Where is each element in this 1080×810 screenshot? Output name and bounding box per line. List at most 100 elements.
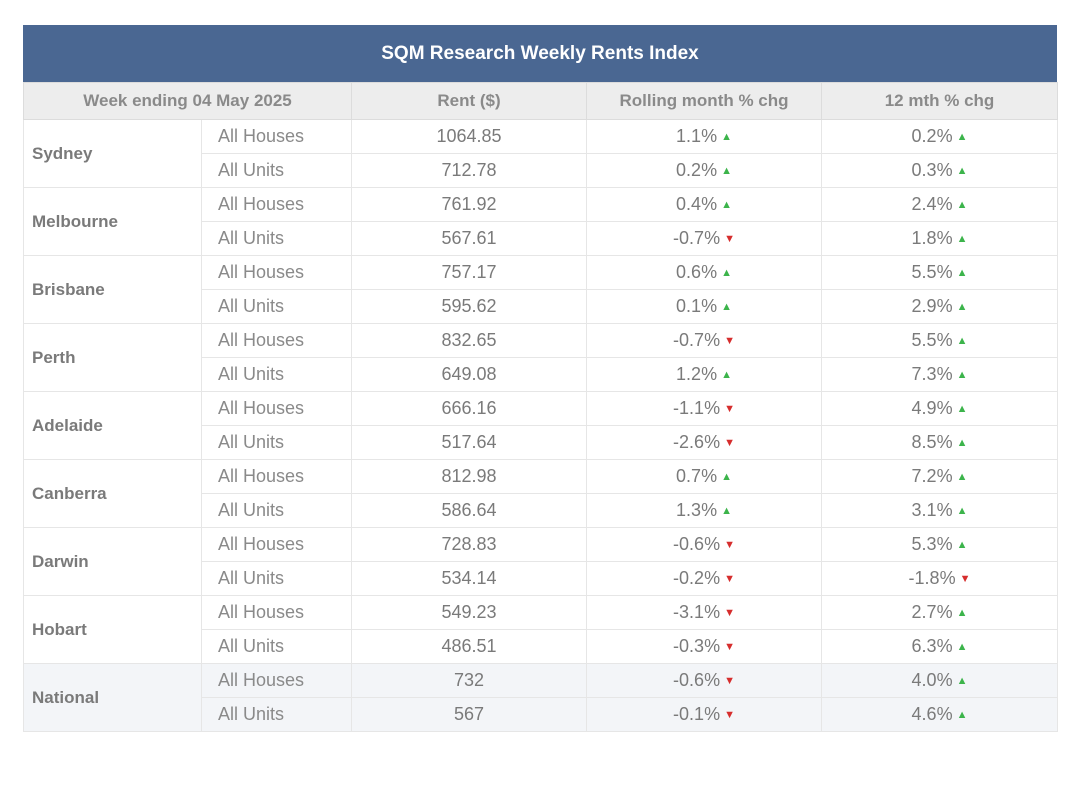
table-row: All Units 517.64 -2.6% ▼ 8.5% ▲ bbox=[24, 425, 1059, 460]
twelve-month-change-value: 3.1% bbox=[911, 500, 953, 520]
rolling-change-value: 0.7% bbox=[676, 466, 718, 486]
arrow-down-icon: ▼ bbox=[724, 437, 735, 449]
table-row: All Units 586.64 1.3% ▲ 3.1% ▲ bbox=[24, 493, 1059, 528]
rent-value: 832.65 bbox=[351, 323, 588, 358]
twelve-month-change-value: 6.3% bbox=[911, 636, 953, 656]
table-row: All Units 567.61 -0.7% ▼ 1.8% ▲ bbox=[24, 221, 1059, 256]
rolling-change-value: 1.3% bbox=[676, 500, 718, 520]
rolling-change-value: 0.2% bbox=[676, 160, 718, 180]
rolling-change-cell: 0.6% ▲ bbox=[586, 255, 823, 290]
arrow-up-icon: ▲ bbox=[721, 471, 732, 483]
arrow-up-icon: ▲ bbox=[956, 165, 968, 177]
twelve-month-change-cell: 1.8% ▲ bbox=[821, 221, 1059, 256]
table-row: All Units 486.51 -0.3% ▼ 6.3% ▲ bbox=[24, 629, 1059, 664]
twelve-month-change-cell: 2.7% ▲ bbox=[821, 595, 1059, 630]
arrow-up-icon: ▲ bbox=[956, 369, 968, 381]
twelve-month-change-value: 4.9% bbox=[911, 398, 953, 418]
city-name: Adelaide bbox=[23, 391, 202, 460]
rolling-change-value: 1.1% bbox=[676, 126, 718, 146]
table-row: All Units 712.78 0.2% ▲ 0.3% ▲ bbox=[24, 153, 1059, 188]
twelve-month-change-value: 2.4% bbox=[911, 194, 953, 214]
property-type: All Houses bbox=[200, 391, 353, 426]
arrow-up-icon: ▲ bbox=[721, 369, 732, 381]
header-week: Week ending 04 May 2025 bbox=[22, 82, 353, 120]
table-row: Sydney All Houses 1064.85 1.1% ▲ 0.2% ▲ bbox=[23, 119, 1059, 188]
rolling-change-cell: 1.3% ▲ bbox=[586, 493, 823, 528]
rent-value: 649.08 bbox=[351, 357, 588, 392]
rolling-change-cell: 0.2% ▲ bbox=[586, 153, 823, 188]
twelve-month-change-value: 2.9% bbox=[911, 296, 953, 316]
rolling-change-cell: 0.1% ▲ bbox=[586, 289, 823, 324]
twelve-month-change-value: 5.5% bbox=[911, 330, 953, 350]
rolling-change-value: -3.1% bbox=[673, 602, 721, 622]
rent-value: 586.64 bbox=[351, 493, 588, 528]
arrow-up-icon: ▲ bbox=[956, 505, 968, 517]
arrow-up-icon: ▲ bbox=[721, 199, 732, 211]
property-type: All Units bbox=[200, 221, 353, 256]
arrow-up-icon: ▲ bbox=[956, 131, 968, 143]
arrow-up-icon: ▲ bbox=[956, 199, 968, 211]
twelve-month-change-cell: 4.9% ▲ bbox=[821, 391, 1059, 426]
arrow-down-icon: ▼ bbox=[724, 573, 735, 585]
rolling-change-value: -0.6% bbox=[673, 670, 721, 690]
rolling-change-value: -0.7% bbox=[673, 228, 721, 248]
rent-value: 757.17 bbox=[351, 255, 588, 290]
header-row: Week ending 04 May 2025 Rent ($) Rolling… bbox=[22, 82, 1059, 120]
arrow-up-icon: ▲ bbox=[721, 301, 732, 313]
arrow-down-icon: ▼ bbox=[959, 573, 971, 585]
rolling-change-cell: 1.1% ▲ bbox=[586, 119, 823, 154]
table-row: Perth All Houses 832.65 -0.7% ▼ 5.5% ▲ bbox=[23, 323, 1059, 392]
property-type: All Units bbox=[200, 153, 353, 188]
property-type: All Houses bbox=[200, 527, 353, 562]
table-row: Darwin All Houses 728.83 -0.6% ▼ 5.3% ▲ bbox=[23, 527, 1059, 596]
rolling-change-cell: -0.1% ▼ bbox=[586, 697, 823, 732]
twelve-month-change-value: 5.5% bbox=[911, 262, 953, 282]
twelve-month-change-cell: 7.2% ▲ bbox=[821, 459, 1059, 494]
arrow-up-icon: ▲ bbox=[956, 403, 968, 415]
rent-value: 1064.85 bbox=[351, 119, 588, 154]
arrow-up-icon: ▲ bbox=[721, 131, 732, 143]
arrow-up-icon: ▲ bbox=[956, 539, 968, 551]
arrow-up-icon: ▲ bbox=[956, 437, 968, 449]
rolling-change-cell: -0.2% ▼ bbox=[586, 561, 823, 596]
twelve-month-change-cell: 0.3% ▲ bbox=[821, 153, 1059, 188]
rolling-change-value: 0.4% bbox=[676, 194, 718, 214]
rolling-change-value: 0.6% bbox=[676, 262, 718, 282]
rolling-change-cell: -0.6% ▼ bbox=[586, 663, 823, 698]
arrow-down-icon: ▼ bbox=[724, 709, 735, 721]
rent-value: 595.62 bbox=[351, 289, 588, 324]
arrow-up-icon: ▲ bbox=[721, 267, 732, 279]
rolling-change-cell: -3.1% ▼ bbox=[586, 595, 823, 630]
city-name: Perth bbox=[23, 323, 202, 392]
twelve-month-change-cell: 5.3% ▲ bbox=[821, 527, 1059, 562]
rent-value: 728.83 bbox=[351, 527, 588, 562]
rolling-change-cell: 0.7% ▲ bbox=[586, 459, 823, 494]
rolling-change-cell: -0.3% ▼ bbox=[586, 629, 823, 664]
twelve-month-change-cell: 6.3% ▲ bbox=[821, 629, 1059, 664]
rent-value: 549.23 bbox=[351, 595, 588, 630]
rolling-change-value: -0.2% bbox=[673, 568, 721, 588]
table-body: Sydney All Houses 1064.85 1.1% ▲ 0.2% ▲ All Uni… bbox=[23, 119, 1059, 732]
rolling-change-cell: -2.6% ▼ bbox=[586, 425, 823, 460]
rolling-change-value: -0.7% bbox=[673, 330, 721, 350]
twelve-month-change-value: 4.0% bbox=[911, 670, 953, 690]
table-row: All Units 567 -0.1% ▼ 4.6% ▲ bbox=[24, 697, 1059, 732]
rolling-change-value: 1.2% bbox=[676, 364, 718, 384]
property-type: All Houses bbox=[200, 323, 353, 358]
city-name: Brisbane bbox=[23, 255, 202, 324]
rolling-change-cell: -1.1% ▼ bbox=[586, 391, 823, 426]
city-name: Hobart bbox=[23, 595, 202, 664]
twelve-month-change-value: -1.8% bbox=[908, 568, 956, 588]
rent-value: 712.78 bbox=[351, 153, 588, 188]
property-type: All Units bbox=[200, 357, 353, 392]
city-name: National bbox=[23, 663, 202, 732]
twelve-month-change-cell: 5.5% ▲ bbox=[821, 323, 1059, 358]
table-row: Brisbane All Houses 757.17 0.6% ▲ 5.5% ▲ bbox=[23, 255, 1059, 324]
twelve-month-change-value: 7.3% bbox=[911, 364, 953, 384]
twelve-month-change-cell: 2.4% ▲ bbox=[821, 187, 1059, 222]
arrow-up-icon: ▲ bbox=[956, 471, 968, 483]
rolling-change-cell: 0.4% ▲ bbox=[586, 187, 823, 222]
rent-value: 812.98 bbox=[351, 459, 588, 494]
table-row: National All Houses 732 -0.6% ▼ 4.0% ▲ bbox=[23, 663, 1059, 732]
arrow-up-icon: ▲ bbox=[956, 641, 968, 653]
